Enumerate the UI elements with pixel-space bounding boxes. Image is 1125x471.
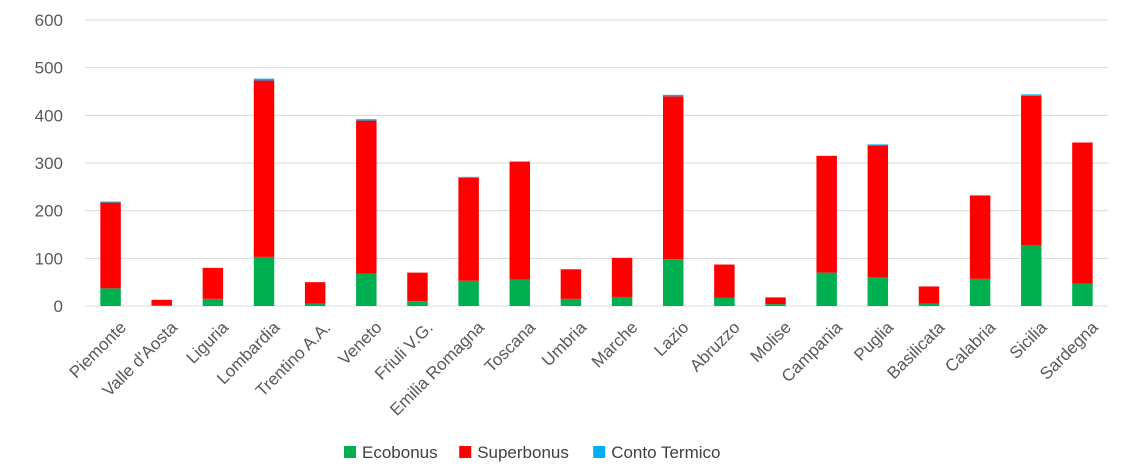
bar-segment-conto-termico — [253, 78, 275, 81]
x-tick-label: Basilicata — [883, 317, 948, 382]
bar-segment-superbonus — [304, 282, 326, 304]
legend-swatch — [459, 446, 472, 458]
bar-segment-ecobonus — [765, 304, 786, 306]
y-tick-label: 300 — [35, 154, 63, 173]
bar-segment-ecobonus — [407, 301, 428, 306]
bar-segment-superbonus — [714, 264, 735, 298]
bar-segment-conto-termico — [662, 94, 684, 97]
bar-segment-superbonus — [611, 257, 633, 297]
bar-segment-superbonus — [356, 120, 377, 274]
legend-swatch — [344, 446, 356, 458]
bar-segment-ecobonus — [253, 256, 275, 306]
bar-segment-superbonus — [867, 145, 889, 278]
legend-swatch — [593, 446, 606, 458]
bar-segment-conto-termico — [867, 144, 889, 146]
x-tick-label: Molise — [747, 318, 795, 366]
bar-segment-superbonus — [560, 269, 582, 299]
bar-segment-superbonus — [816, 155, 837, 273]
x-tick-label: Lazio — [650, 318, 692, 360]
bar-segment-ecobonus — [356, 273, 377, 306]
bar-segment-ecobonus — [458, 280, 479, 306]
bar-segment-ecobonus — [509, 279, 531, 306]
bar-segment-ecobonus — [816, 272, 837, 306]
bar-segment-superbonus — [918, 286, 940, 304]
bar-segment-superbonus — [662, 96, 684, 260]
x-tick-label: Sicilia — [1006, 317, 1051, 362]
y-tick-label: 0 — [54, 297, 63, 316]
x-tick-label: Emilia Romagna — [386, 318, 488, 420]
legend-label: Conto Termico — [611, 443, 720, 462]
x-tick-label: Marche — [588, 318, 642, 372]
bar-segment-superbonus — [202, 267, 224, 299]
bar-segment-ecobonus — [202, 298, 224, 306]
x-tick-label: Liguria — [183, 318, 233, 368]
x-tick-label: Toscana — [481, 317, 540, 376]
x-tick-label: Calabria — [941, 317, 1000, 376]
legend-label: Superbonus — [477, 443, 569, 462]
bar-segment-superbonus — [458, 177, 479, 281]
bar-segment-ecobonus — [969, 278, 991, 306]
bar-segment-superbonus — [1072, 142, 1093, 284]
bar-segment-ecobonus — [918, 303, 940, 306]
y-tick-label: 400 — [35, 106, 63, 125]
legend-label: Ecobonus — [362, 443, 438, 462]
x-tick-label: Veneto — [335, 318, 386, 369]
bar-segment-conto-termico — [458, 176, 479, 178]
legend: Ecobonus Superbonus Conto Termico — [344, 443, 720, 462]
bar-segment-ecobonus — [867, 277, 889, 306]
bar-segment-conto-termico — [356, 119, 377, 121]
y-tick-label: 200 — [35, 202, 63, 221]
y-tick-label: 600 — [35, 11, 63, 30]
bar-segment-superbonus — [407, 272, 428, 302]
bar-segment-ecobonus — [611, 296, 633, 306]
y-tick-label: 500 — [35, 59, 63, 78]
bar-segment-superbonus — [100, 202, 121, 289]
y-axis-ticks: 0 100 200 300 400 500 600 — [35, 11, 63, 316]
x-tick-label: Umbria — [538, 318, 591, 371]
bar-segment-superbonus — [765, 297, 786, 305]
bars — [100, 78, 1093, 306]
bar-segment-ecobonus — [1021, 244, 1042, 306]
bar-segment-superbonus — [509, 161, 531, 280]
x-tick-label: Abruzzo — [686, 318, 744, 376]
gridlines — [85, 19, 1108, 307]
y-tick-label: 100 — [35, 249, 63, 268]
bar-segment-superbonus — [253, 80, 275, 257]
bar-segment-ecobonus — [714, 297, 735, 306]
bar-segment-ecobonus — [151, 305, 172, 306]
bar-segment-superbonus — [1021, 95, 1042, 245]
bar-segment-ecobonus — [662, 259, 684, 306]
bar-segment-ecobonus — [100, 288, 121, 306]
bar-segment-ecobonus — [1072, 283, 1093, 306]
bar-segment-ecobonus — [560, 298, 582, 306]
bar-segment-superbonus — [151, 299, 172, 306]
bar-segment-ecobonus — [304, 303, 326, 306]
bar-segment-conto-termico — [100, 201, 121, 203]
bar-segment-superbonus — [969, 195, 991, 279]
x-tick-label: Puglia — [850, 317, 897, 364]
bar-segment-conto-termico — [1021, 94, 1042, 96]
